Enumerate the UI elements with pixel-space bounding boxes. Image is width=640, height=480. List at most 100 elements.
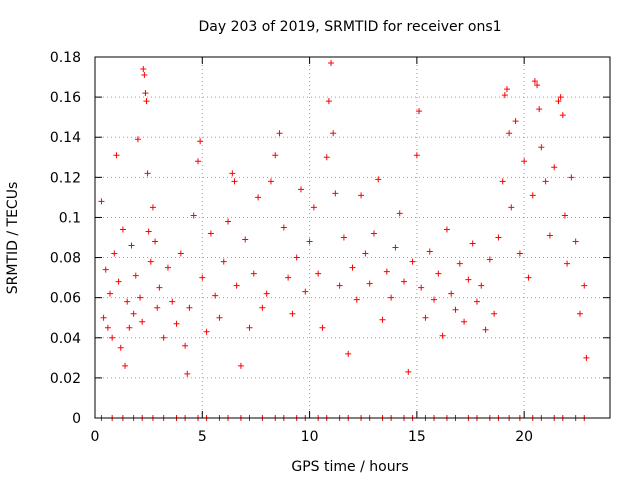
data-point xyxy=(396,210,403,217)
data-point xyxy=(491,310,498,317)
data-point xyxy=(280,224,287,231)
data-point xyxy=(293,254,300,261)
data-point xyxy=(132,272,139,279)
data-point xyxy=(416,108,423,115)
data-point xyxy=(145,228,152,235)
data-point xyxy=(140,66,147,73)
data-point xyxy=(141,72,148,79)
data-point xyxy=(557,94,564,101)
data-point xyxy=(383,268,390,275)
data-point xyxy=(134,136,141,143)
data-point xyxy=(169,298,176,305)
data-point xyxy=(117,344,124,351)
data-point xyxy=(246,324,253,331)
data-point xyxy=(107,290,114,297)
data-point xyxy=(100,314,107,321)
data-point xyxy=(439,332,446,339)
data-point xyxy=(564,260,571,267)
data-point xyxy=(349,264,356,271)
data-point xyxy=(469,240,476,247)
data-point xyxy=(272,152,279,159)
data-point xyxy=(332,190,339,197)
data-point xyxy=(207,230,214,237)
data-point xyxy=(443,226,450,233)
y-tick-label: 0.14 xyxy=(50,130,81,146)
data-point xyxy=(559,112,566,119)
data-point xyxy=(98,198,105,205)
data-point xyxy=(328,60,335,67)
data-point xyxy=(521,158,528,165)
data-point xyxy=(115,278,122,285)
data-point xyxy=(534,82,541,89)
data-point xyxy=(409,258,416,265)
data-point xyxy=(177,250,184,257)
data-point xyxy=(538,144,545,151)
data-point xyxy=(154,304,161,311)
data-point xyxy=(315,270,322,277)
data-point xyxy=(143,98,150,105)
x-axis-label: GPS time / hours xyxy=(291,459,408,475)
data-point xyxy=(184,370,191,377)
data-point xyxy=(199,274,206,281)
data-point xyxy=(156,284,163,291)
x-tick-label: 5 xyxy=(198,429,207,445)
data-point xyxy=(392,244,399,251)
data-point xyxy=(370,230,377,237)
data-point xyxy=(572,238,579,245)
data-point xyxy=(388,294,395,301)
y-tick-label: 0.1 xyxy=(59,210,81,226)
data-point xyxy=(473,298,480,305)
data-point xyxy=(231,178,238,185)
data-point xyxy=(366,280,373,287)
data-point xyxy=(561,212,568,219)
data-point xyxy=(340,234,347,241)
data-point xyxy=(306,238,313,245)
data-point xyxy=(555,98,562,105)
data-point xyxy=(289,310,296,317)
data-point xyxy=(233,282,240,289)
data-point xyxy=(126,324,133,331)
data-point xyxy=(482,326,489,333)
data-point xyxy=(330,130,337,137)
y-tick-label: 0.04 xyxy=(50,331,81,347)
data-point xyxy=(405,368,412,375)
data-point xyxy=(139,318,146,325)
data-point xyxy=(531,78,538,85)
data-point xyxy=(285,274,292,281)
data-point xyxy=(461,318,468,325)
data-point xyxy=(422,314,429,321)
data-point xyxy=(426,248,433,255)
data-point xyxy=(212,292,219,299)
x-tick-label: 15 xyxy=(408,429,426,445)
data-point xyxy=(237,362,244,369)
data-point xyxy=(128,242,135,249)
x-tick-label: 0 xyxy=(91,429,100,445)
y-tick-label: 0.18 xyxy=(50,50,81,66)
y-tick-label: 0.02 xyxy=(50,371,81,387)
data-point xyxy=(259,304,266,311)
data-point xyxy=(147,258,154,265)
data-point xyxy=(186,304,193,311)
data-point xyxy=(379,316,386,323)
data-point xyxy=(512,118,519,125)
data-point xyxy=(173,320,180,327)
y-tick-label: 0.12 xyxy=(50,170,81,186)
data-point xyxy=(499,178,506,185)
data-point xyxy=(529,192,536,199)
data-point xyxy=(353,296,360,303)
data-point xyxy=(263,290,270,297)
data-point xyxy=(142,90,149,97)
data-point xyxy=(164,264,171,271)
y-axis-label: SRMTID / TECUs xyxy=(5,182,21,295)
y-tick-label: 0.06 xyxy=(50,291,81,307)
data-point xyxy=(242,236,249,243)
data-point xyxy=(122,362,129,369)
data-point xyxy=(516,250,523,257)
data-point xyxy=(225,218,232,225)
data-point xyxy=(298,186,304,193)
data-point xyxy=(250,270,257,277)
data-point xyxy=(325,98,332,105)
data-point xyxy=(452,306,459,313)
data-point xyxy=(160,334,167,341)
